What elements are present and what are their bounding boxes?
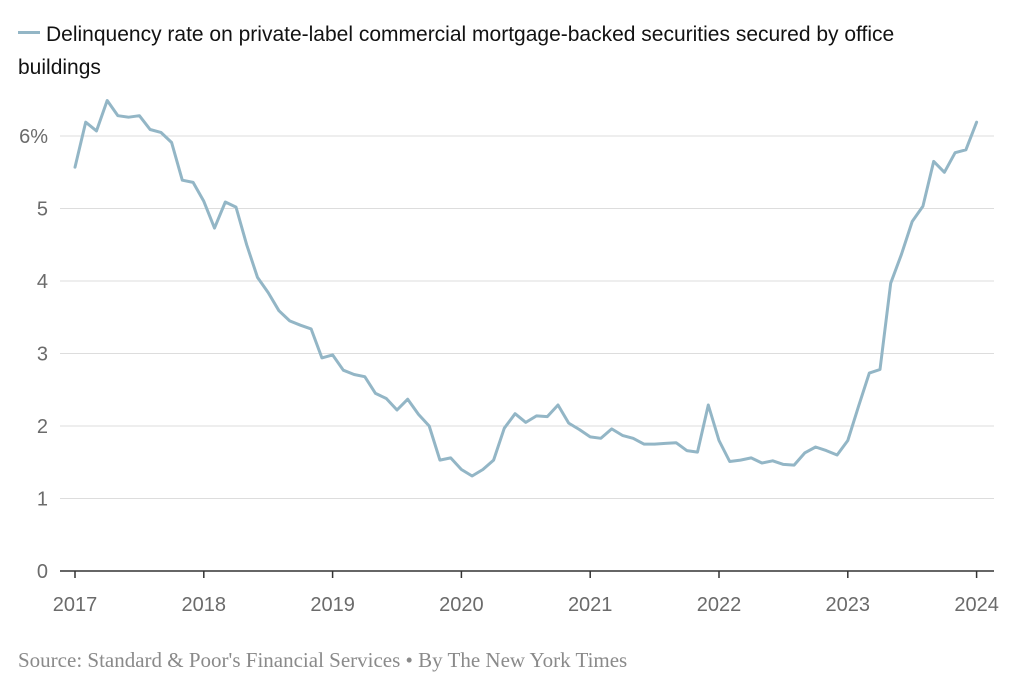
y-axis: 0 1 2 3 4 5 6% <box>19 126 48 583</box>
x-tick-label-2020: 2020 <box>439 594 484 616</box>
x-tick-label-2022: 2022 <box>697 594 742 616</box>
y-tick-label-5: 5 <box>37 199 48 221</box>
y-tick-label-4: 4 <box>37 271 48 293</box>
series-line-0 <box>73 99 979 478</box>
chart-legend: Delinquency rate on private-label commer… <box>18 18 978 84</box>
x-tick-label-2019: 2019 <box>310 594 355 616</box>
x-tick-label-2018: 2018 <box>182 594 227 616</box>
source-credit: Source: Standard & Poor's Financial Serv… <box>18 648 628 672</box>
x-tick-label-2021: 2021 <box>568 594 613 616</box>
y-tick-label-1: 1 <box>37 489 48 511</box>
x-tick-label-2017: 2017 <box>53 594 98 616</box>
gridlines <box>60 135 994 572</box>
x-tick-label-2023: 2023 <box>826 594 871 616</box>
x-tick-label-2024: 2024 <box>954 594 999 616</box>
x-axis: 2017 2018 2019 2020 2021 2022 2023 2024 <box>53 571 999 616</box>
y-tick-label-3: 3 <box>37 344 48 366</box>
y-tick-label-0: 0 <box>37 561 48 583</box>
legend-label: Delinquency rate on private-label commer… <box>18 23 895 79</box>
y-tick-label-2: 2 <box>37 416 48 438</box>
y-tick-label-6: 6% <box>19 126 48 148</box>
series-lines <box>73 99 979 478</box>
legend-swatch <box>18 30 40 34</box>
